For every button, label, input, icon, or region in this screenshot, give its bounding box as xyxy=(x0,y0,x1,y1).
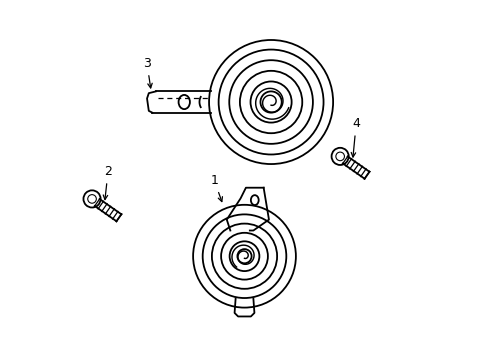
Text: 2: 2 xyxy=(103,165,112,199)
Text: 1: 1 xyxy=(210,174,222,202)
Text: 3: 3 xyxy=(143,57,152,88)
Text: 4: 4 xyxy=(350,117,359,157)
